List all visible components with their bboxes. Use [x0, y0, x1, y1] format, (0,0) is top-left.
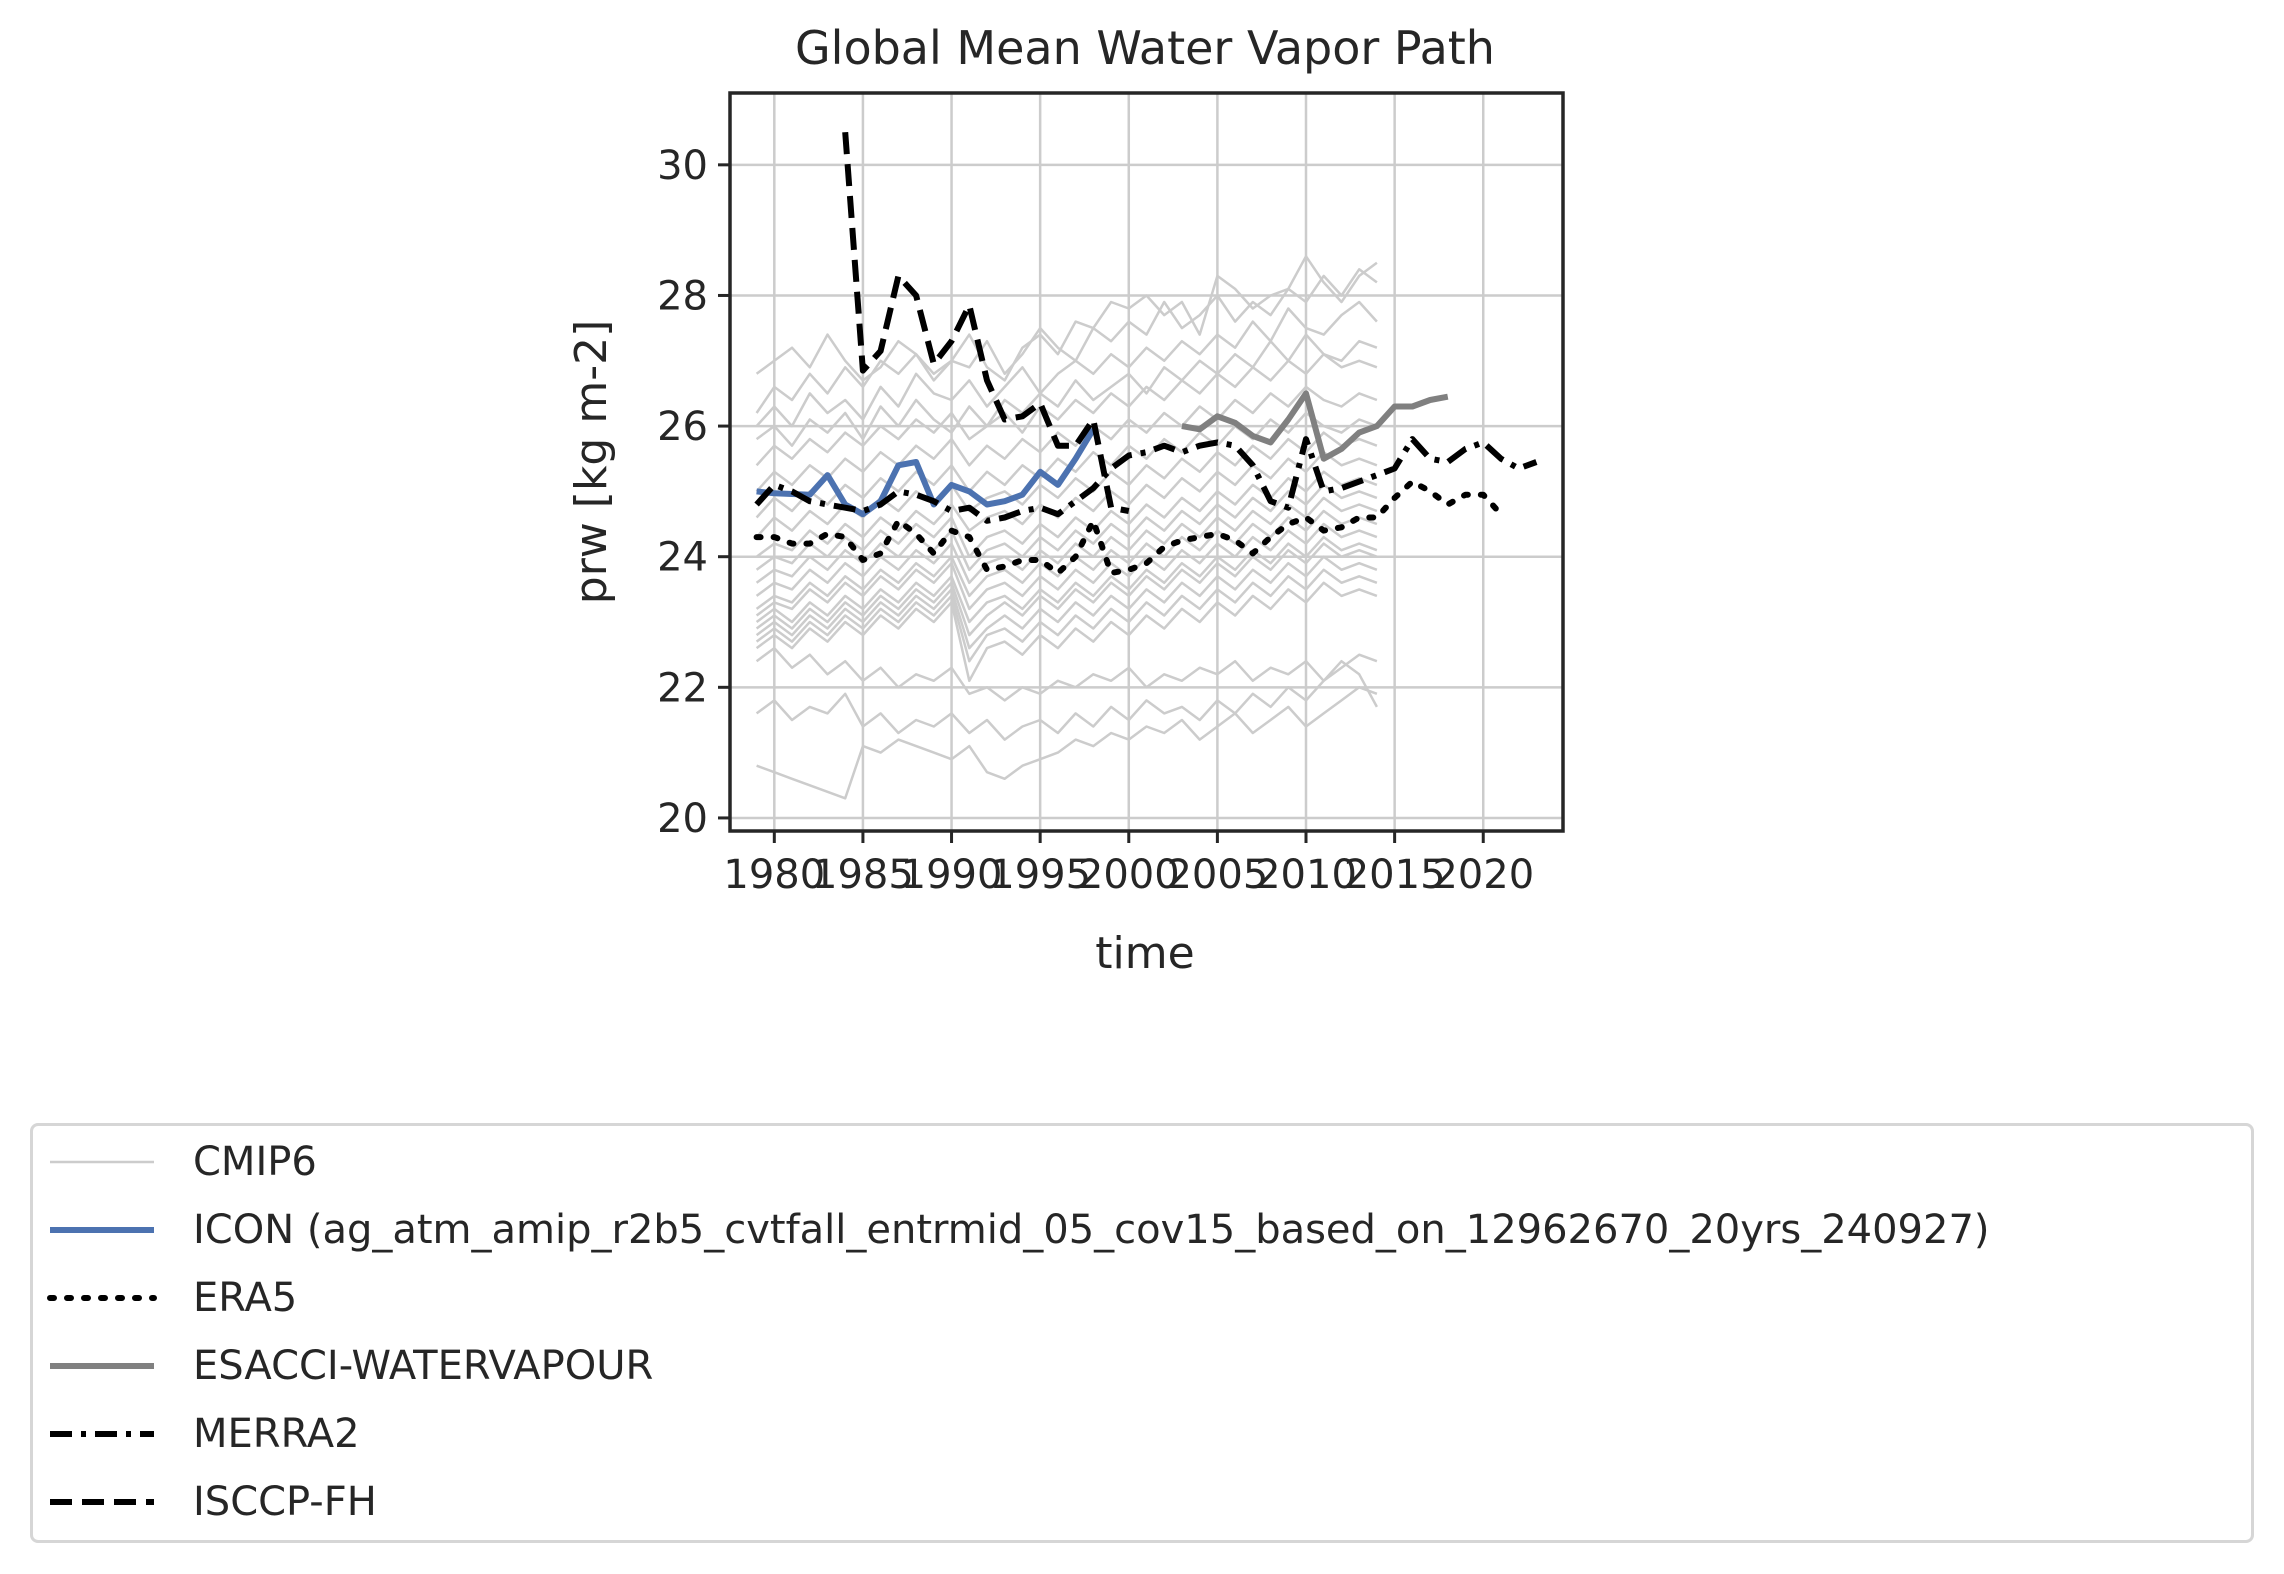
cmip6-member-line: [755, 568, 1378, 663]
legend-entry: ICON (ag_atm_amip_r2b5_cvtfall_entrmid_0…: [47, 1200, 1990, 1260]
series-line-esacci-watervapour: [1181, 390, 1449, 462]
series-line-era5: [753, 478, 1504, 576]
legend-label: ISCCP-FH: [193, 1479, 377, 1525]
cmip6-member-line: [755, 555, 1378, 650]
legend-entry: ERA5: [47, 1268, 297, 1328]
cmip6-member-line: [755, 535, 1378, 624]
x-tick-label: 2010: [1255, 852, 1357, 898]
cmip6-member-line: [755, 470, 1378, 571]
series-line-icon: [756, 427, 1096, 518]
cmip6-member-line: [755, 333, 1378, 447]
legend-swatch: [50, 1431, 154, 1437]
cmip6-member-line: [755, 496, 1378, 597]
cmip6-member-line: [755, 542, 1378, 637]
cmip6-member-line: [755, 268, 1378, 414]
x-axis-label: time: [1095, 928, 1194, 979]
x-tick-label: 2020: [1432, 852, 1534, 898]
cmip6-member-line: [755, 659, 1378, 741]
legend-entry: ISCCP-FH: [47, 1472, 377, 1532]
cmip6-member-line: [755, 581, 1378, 683]
x-tick-label: 2000: [1078, 852, 1180, 898]
plot-frame: [728, 91, 1565, 833]
y-tick-label: 24: [657, 535, 708, 581]
legend-label: ERA5: [193, 1275, 298, 1321]
legend-swatch: [47, 1295, 157, 1301]
cmip6-member-line: [755, 300, 1378, 428]
line-chart: Global Mean Water Vapor Path 19801985199…: [566, 21, 1565, 979]
cmip6-member-line: [755, 646, 1378, 702]
legend-swatch: [50, 1160, 154, 1164]
cmip6-series-group: [755, 255, 1378, 800]
series-line-isccp-fh: [842, 131, 1130, 514]
x-tick-label: 1995: [989, 852, 1091, 898]
legend-label: ESACCI-WATERVAPOUR: [193, 1343, 654, 1389]
x-tick-label: 1985: [812, 852, 914, 898]
legend-swatch: [50, 1363, 154, 1369]
legend-label: MERRA2: [193, 1411, 360, 1457]
legend-label: ICON (ag_atm_amip_r2b5_cvtfall_entrmid_0…: [193, 1207, 1990, 1253]
y-tick-label: 26: [657, 404, 708, 450]
legend-swatch: [50, 1499, 154, 1505]
cmip6-member-line: [755, 411, 1378, 519]
legend-label: CMIP6: [193, 1139, 317, 1185]
x-tick-label: 1980: [723, 852, 825, 898]
legend-entry: MERRA2: [47, 1404, 360, 1464]
cmip6-member-line: [755, 352, 1378, 467]
legend-entry: CMIP6: [47, 1132, 317, 1192]
legend: CMIP6 ICON (ag_atm_amip_r2b5_cvtfall_entr…: [30, 1123, 2254, 1543]
y-tick-label: 20: [657, 796, 708, 842]
x-tick-label: 2005: [1166, 852, 1268, 898]
series-line-merra2: [754, 436, 1538, 524]
cmip6-member-line: [755, 509, 1378, 610]
cmip6-member-line: [756, 686, 1378, 800]
cmip6-member-line: [755, 385, 1378, 493]
highlight-series-group: [753, 131, 1538, 576]
cmip6-member-line: [755, 255, 1378, 382]
cmip6-member-line: [755, 450, 1378, 558]
chart-title: Global Mean Water Vapor Path: [795, 21, 1495, 75]
cmip6-member-line: [755, 522, 1378, 617]
legend-entry: ESACCI-WATERVAPOUR: [47, 1336, 653, 1396]
y-tick-label: 30: [657, 143, 708, 189]
y-axis-label: prw [kg m-2]: [566, 320, 617, 604]
x-tick-label: 2015: [1344, 852, 1446, 898]
y-axis: 20 22 24 26 28 30: [657, 143, 730, 842]
y-tick-label: 22: [657, 665, 708, 711]
x-tick-label: 1990: [901, 852, 1003, 898]
legend-swatch: [50, 1227, 154, 1233]
y-tick-label: 28: [657, 273, 708, 319]
